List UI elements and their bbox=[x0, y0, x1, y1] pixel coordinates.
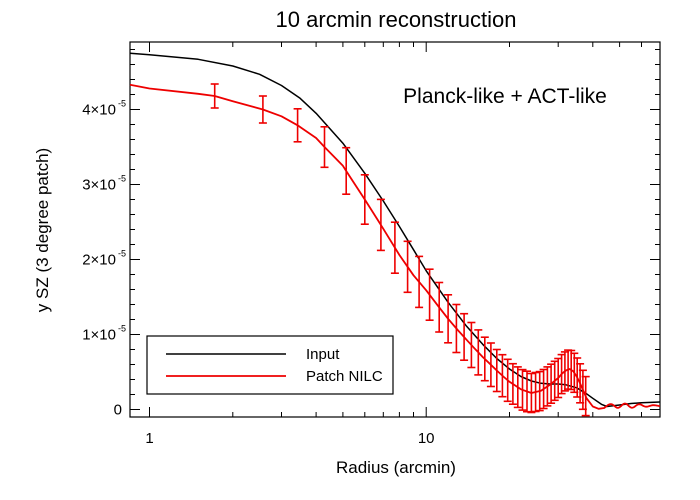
error-bar bbox=[320, 126, 329, 169]
legend: Input Patch NILC bbox=[146, 335, 394, 395]
x-axis-ticks: 1 10 bbox=[145, 42, 661, 447]
error-bar bbox=[539, 368, 548, 410]
error-bar bbox=[390, 221, 399, 275]
error-bar bbox=[376, 198, 385, 252]
series-layer bbox=[129, 52, 661, 410]
legend-label-patch-nilc: Patch NILC bbox=[306, 368, 383, 385]
legend-label-input: Input bbox=[306, 346, 340, 363]
error-bar bbox=[467, 321, 476, 369]
error-bar bbox=[543, 366, 552, 407]
error-bar bbox=[531, 371, 540, 413]
x-axis-label: Radius (arcmin) bbox=[336, 458, 456, 477]
series-line-input bbox=[129, 52, 661, 408]
error-bar bbox=[425, 268, 434, 322]
y-tick-label: 3×10 bbox=[82, 177, 116, 194]
error-bar bbox=[492, 348, 501, 393]
series-line-patch-nilc bbox=[129, 83, 660, 410]
y-tick-exponent: -5 bbox=[118, 324, 126, 334]
error-bars bbox=[210, 83, 590, 417]
error-bar bbox=[415, 255, 424, 309]
y-tick-label: 1×10 bbox=[82, 327, 116, 344]
y-axis-ticks: 01×10 -52×10 -53×10 -54×10 -5 bbox=[82, 49, 660, 419]
error-bar bbox=[435, 281, 444, 333]
legend-box bbox=[146, 335, 394, 395]
error-bar bbox=[480, 336, 489, 382]
error-bar bbox=[486, 342, 495, 388]
error-bar bbox=[258, 95, 267, 124]
error-bar bbox=[503, 358, 512, 403]
error-bar bbox=[581, 375, 590, 417]
error-bar bbox=[360, 174, 369, 225]
y-tick-exponent: -5 bbox=[118, 174, 126, 184]
error-bar bbox=[444, 293, 453, 344]
chart-title: 10 arcmin reconstruction bbox=[276, 7, 517, 32]
y-tick-exponent: -5 bbox=[118, 99, 126, 109]
y-axis-label: y SZ (3 degree patch) bbox=[33, 148, 52, 312]
y-tick-label: 0 bbox=[114, 402, 122, 419]
error-bar bbox=[513, 366, 522, 409]
error-bar bbox=[452, 303, 461, 354]
error-bar bbox=[210, 83, 219, 109]
error-bar bbox=[460, 312, 469, 362]
error-bar bbox=[498, 353, 507, 398]
error-bar bbox=[508, 362, 517, 406]
error-bar bbox=[293, 108, 302, 143]
y-tick-exponent: -5 bbox=[118, 249, 126, 259]
error-bar bbox=[518, 368, 527, 411]
error-bar bbox=[342, 146, 351, 195]
error-bar bbox=[403, 240, 412, 294]
x-tick-label: 10 bbox=[418, 430, 435, 447]
x-tick-label: 1 bbox=[145, 430, 153, 447]
error-bar bbox=[547, 363, 556, 405]
error-bar bbox=[527, 372, 536, 414]
chart-annotation: Planck-like + ACT-like bbox=[403, 85, 607, 108]
error-bar bbox=[474, 329, 483, 376]
y-tick-label: 2×10 bbox=[82, 252, 116, 269]
error-bar bbox=[550, 360, 559, 402]
error-bar bbox=[535, 370, 544, 412]
y-tick-label: 4×10 bbox=[82, 102, 116, 119]
